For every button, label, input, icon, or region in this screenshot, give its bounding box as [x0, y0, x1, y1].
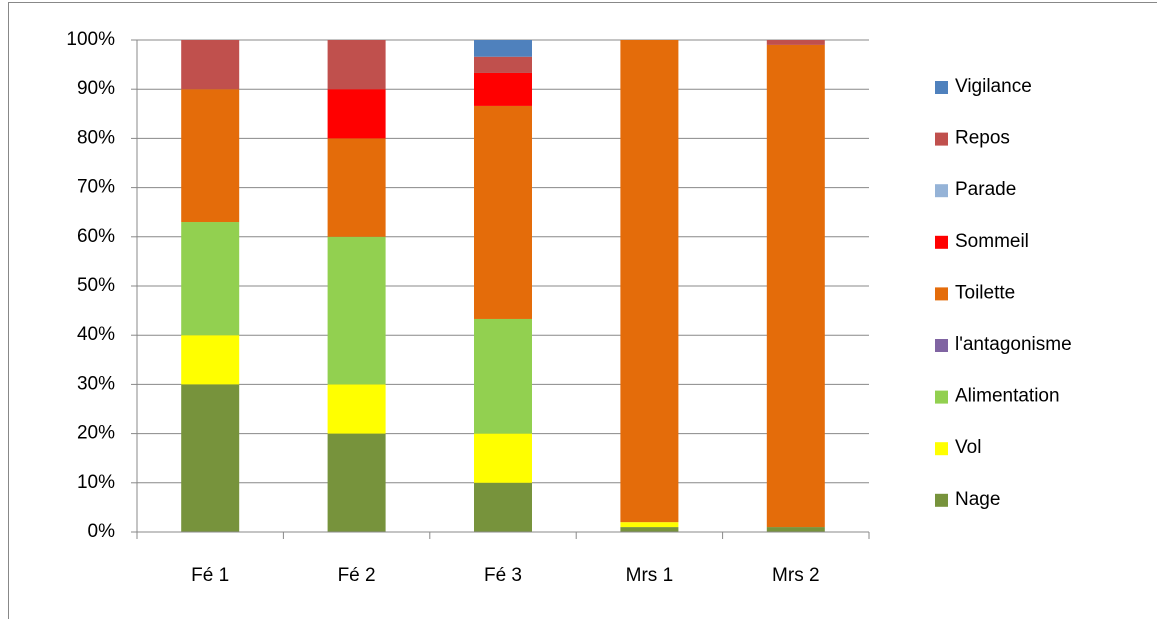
- legend-label: Nage: [955, 489, 1000, 510]
- bar-segment: [620, 40, 679, 523]
- y-tick-label: 60%: [77, 226, 115, 247]
- bar-segment: [327, 40, 386, 90]
- legend-swatch: [935, 235, 948, 249]
- legend-swatch: [935, 442, 948, 456]
- y-tick-label: 10%: [77, 472, 115, 493]
- legend-label: Vol: [955, 437, 981, 458]
- y-tick-label: 70%: [77, 177, 115, 198]
- bar-segment: [181, 335, 240, 385]
- bar-segment: [766, 40, 825, 45]
- bar-segment: [766, 44, 825, 528]
- bar-segment: [327, 138, 386, 237]
- legend-label: Vigilance: [955, 76, 1032, 97]
- y-tick-label: 100%: [66, 29, 115, 50]
- legend-label: Toilette: [955, 282, 1015, 303]
- x-tick-label: Fé 3: [484, 565, 522, 586]
- bar-segment: [766, 527, 825, 532]
- x-tick-label: Fé 2: [338, 565, 376, 586]
- bar-segment: [327, 89, 386, 139]
- y-tick-label: 90%: [77, 78, 115, 99]
- bar-segment: [181, 222, 240, 336]
- bar-segment: [181, 89, 240, 223]
- bar-segment: [620, 522, 679, 528]
- bar-segment: [327, 384, 386, 434]
- legend-label: Sommeil: [955, 231, 1029, 252]
- legend-swatch: [935, 184, 948, 198]
- legend-swatch: [935, 390, 948, 404]
- x-tick-label: Mrs 1: [626, 565, 674, 586]
- bar-segment: [327, 236, 386, 385]
- chart-frame: [8, 2, 1157, 619]
- bar-segment: [474, 105, 532, 319]
- y-tick-label: 80%: [77, 127, 115, 148]
- y-tick-label: 20%: [77, 423, 115, 444]
- legend-label: Alimentation: [955, 386, 1060, 407]
- bar-segment: [181, 384, 240, 532]
- bar-segment: [474, 433, 532, 483]
- legend-label: l'antagonisme: [955, 334, 1072, 355]
- legend-label: Parade: [955, 179, 1016, 200]
- y-tick-label: 0%: [88, 521, 116, 542]
- legend-swatch: [935, 132, 948, 146]
- bar-segment: [474, 482, 532, 532]
- bar-segment: [474, 318, 532, 434]
- bar-segment: [620, 527, 679, 532]
- x-tick-label: Fé 1: [191, 565, 229, 586]
- legend-swatch: [935, 287, 948, 301]
- legend-swatch: [935, 81, 948, 94]
- bar-segment: [474, 72, 532, 106]
- bar-segment: [327, 433, 386, 532]
- legend-swatch: [935, 493, 948, 507]
- y-tick-label: 40%: [77, 324, 115, 345]
- y-tick-label: 50%: [77, 275, 115, 296]
- bar-segment: [474, 40, 532, 57]
- legend-label: Repos: [955, 128, 1010, 149]
- x-tick-label: Mrs 2: [772, 565, 820, 586]
- legend-swatch: [935, 339, 948, 352]
- y-tick-label: 30%: [77, 373, 115, 394]
- bar-segment: [474, 56, 532, 73]
- bar-segment: [181, 40, 240, 90]
